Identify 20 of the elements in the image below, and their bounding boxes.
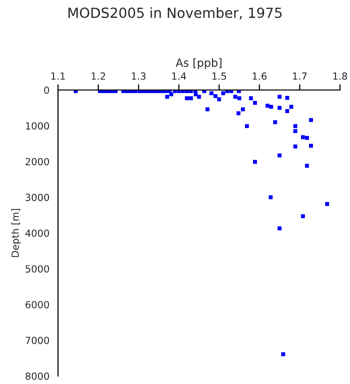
- y-tick-label: 7000: [26, 336, 50, 344]
- x-axis-title: As [ppb]: [176, 58, 222, 70]
- y-axis-title: Depth [m]: [11, 208, 21, 257]
- x-tick-label: 1.8: [333, 72, 348, 80]
- x-tick-label: 1.5: [212, 72, 226, 80]
- y-tick-label: 5000: [26, 265, 50, 273]
- y-tick-label: 6000: [26, 300, 50, 308]
- y-tick-label: 4000: [25, 229, 50, 237]
- x-tick-label: 1.6: [252, 72, 267, 80]
- x-tick-label: 1.2: [92, 72, 106, 80]
- chart-title: MODS2005 in November, 1975: [68, 7, 282, 20]
- x-tick-label: 1.4: [172, 72, 186, 80]
- y-tick-label: 1000: [26, 122, 50, 130]
- y-tick-label: 3000: [26, 194, 50, 202]
- y-tick-label: 0: [44, 86, 50, 94]
- x-tick-label: 1.7: [293, 72, 307, 80]
- x-tick-label: 1.3: [132, 72, 146, 80]
- x-tick-label: 1.1: [51, 72, 65, 80]
- y-tick-label: 2000: [26, 158, 50, 166]
- y-tick-label: 8000: [26, 372, 50, 380]
